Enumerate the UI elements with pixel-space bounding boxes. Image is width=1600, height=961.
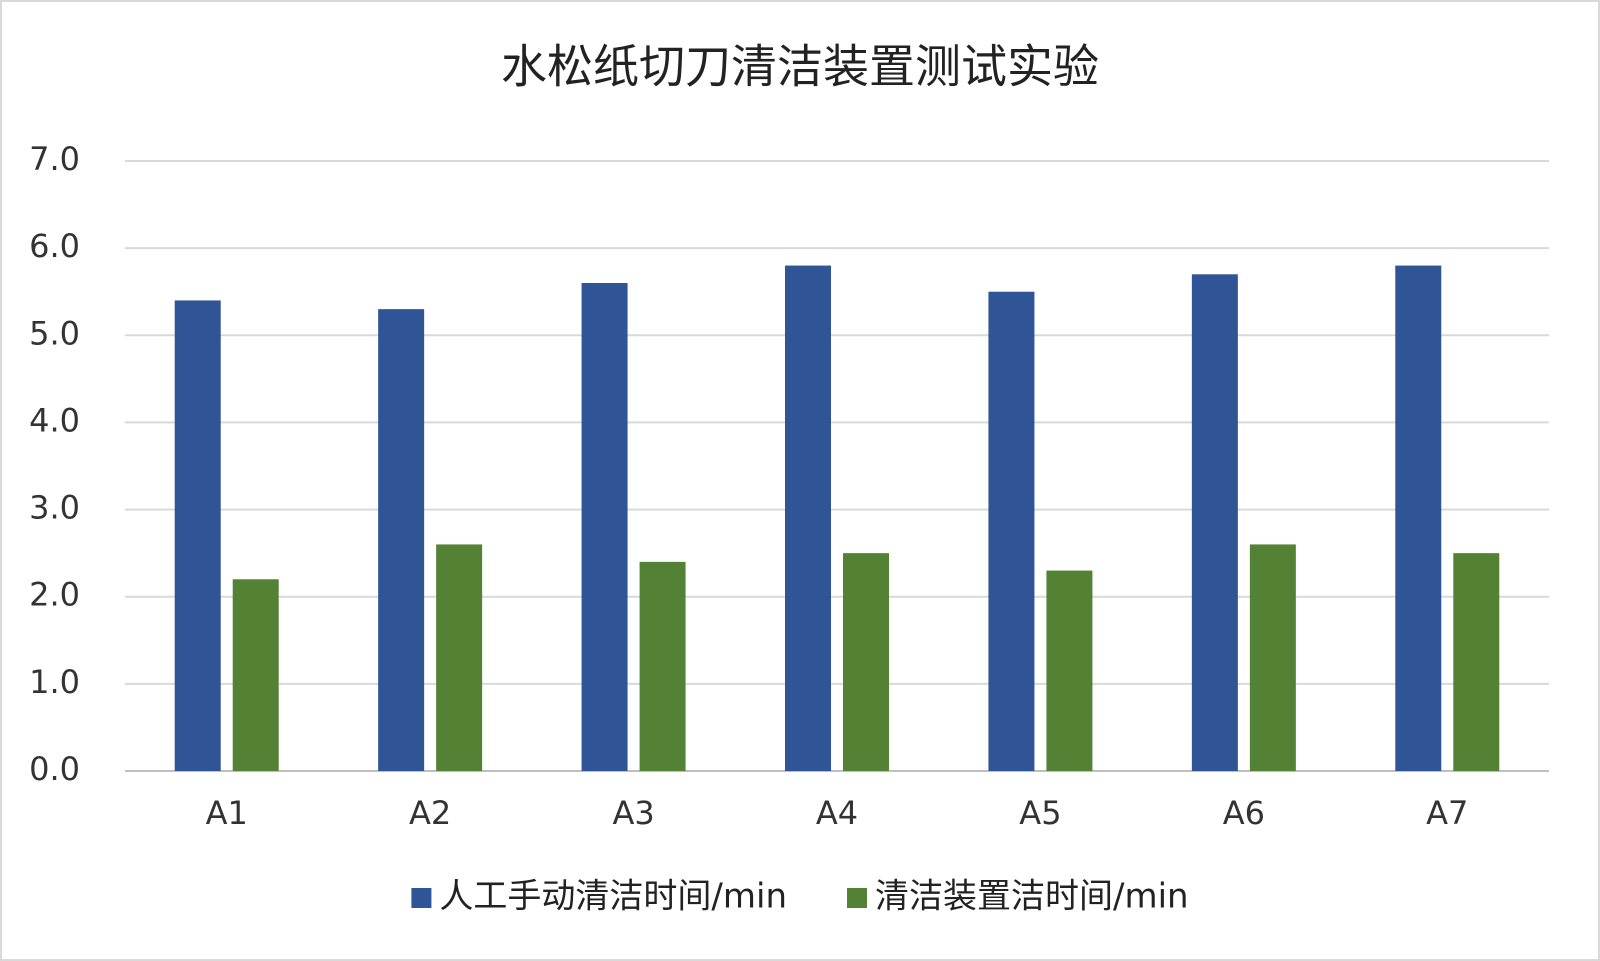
chart-title: 水松纸切刀清洁装置测试实验 (501, 40, 1099, 94)
y-tick-label: 6.0 (29, 227, 80, 265)
bar (174, 300, 221, 771)
legend-swatch (847, 888, 867, 908)
bar (1453, 553, 1500, 771)
x-tick-label: A6 (1223, 794, 1265, 832)
y-tick-label: 2.0 (29, 576, 80, 614)
bar (1249, 544, 1296, 771)
bar (988, 291, 1035, 771)
x-tick-label: A5 (1019, 794, 1061, 832)
y-tick-label: 3.0 (29, 489, 80, 527)
bar (378, 309, 425, 771)
bar (581, 283, 628, 771)
y-tick-label: 5.0 (29, 314, 80, 352)
x-tick-label: A7 (1426, 794, 1468, 832)
bar (1395, 265, 1442, 771)
bar (1191, 274, 1238, 771)
legend-label: 清洁装置洁时间/min (875, 877, 1189, 917)
bar (1046, 570, 1093, 771)
x-tick-label: A1 (206, 794, 248, 832)
y-tick-label: 0.0 (29, 750, 80, 788)
x-tick-label: A3 (612, 794, 654, 832)
bar (436, 544, 483, 771)
bar (639, 561, 686, 771)
x-tick-label: A4 (816, 794, 858, 832)
legend-label: 人工手动清洁时间/min (439, 877, 787, 917)
y-tick-label: 4.0 (29, 401, 80, 439)
y-tick-label: 7.0 (29, 140, 80, 178)
y-tick-label: 1.0 (29, 663, 80, 701)
bar (232, 579, 279, 771)
legend-swatch (411, 888, 432, 908)
bar (843, 553, 889, 771)
x-tick-label: A2 (409, 794, 451, 832)
bar (785, 265, 831, 771)
